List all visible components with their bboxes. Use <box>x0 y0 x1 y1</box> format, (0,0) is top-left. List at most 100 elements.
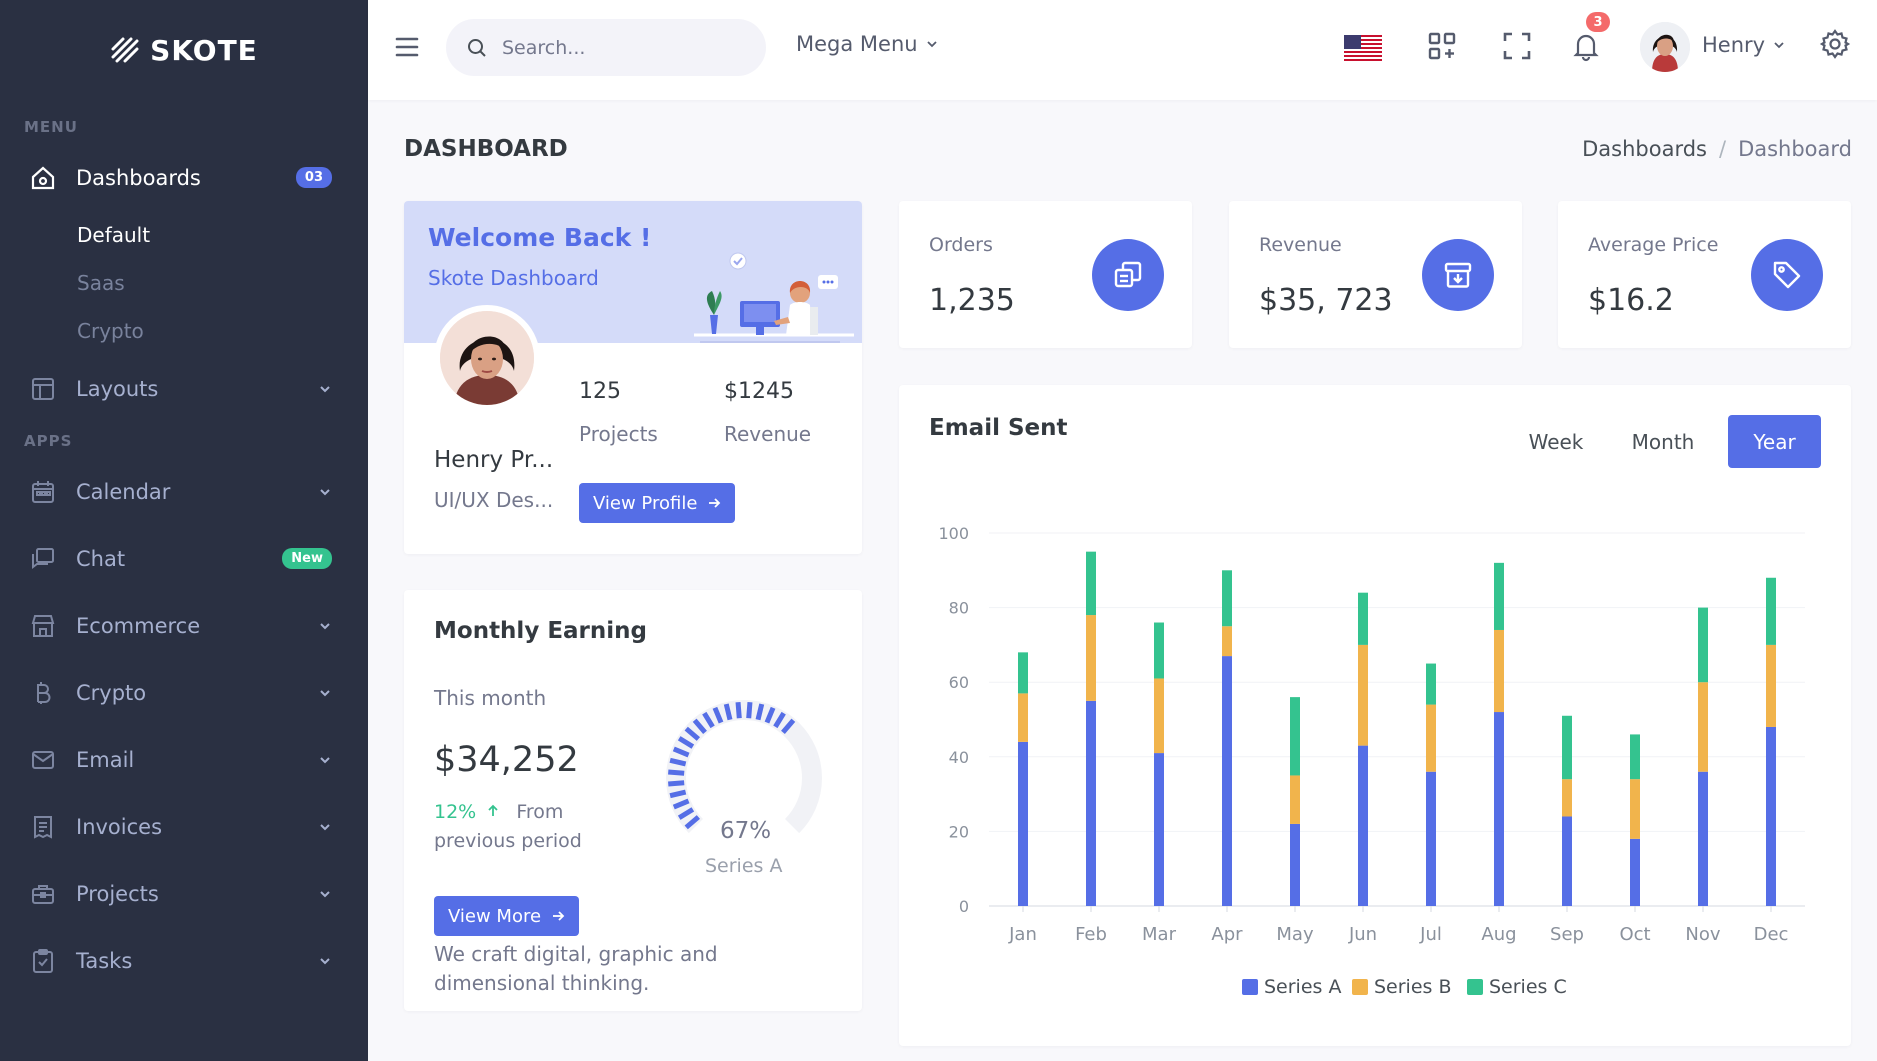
bar-series-b-dec[interactable] <box>1766 644 1776 727</box>
bar-series-c-sep[interactable] <box>1562 715 1572 780</box>
view-profile-button[interactable]: View Profile <box>579 483 736 523</box>
revenue-card-value: $35, 723 <box>1259 283 1393 318</box>
bar-series-a-sep[interactable] <box>1562 816 1572 906</box>
sidebar-item-crypto[interactable]: Crypto <box>0 659 368 726</box>
bar-series-c-feb[interactable] <box>1086 551 1096 616</box>
bar-series-c-oct[interactable] <box>1630 734 1640 780</box>
apps-grid-icon[interactable] <box>1426 30 1458 62</box>
bar-series-a-dec[interactable] <box>1766 726 1776 906</box>
bar-series-c-aug[interactable] <box>1494 562 1504 630</box>
bar-series-b-aug[interactable] <box>1494 629 1504 713</box>
gauge-tick <box>723 703 733 721</box>
fullscreen-icon[interactable] <box>1501 30 1533 62</box>
bar-series-c-dec[interactable] <box>1766 577 1776 645</box>
sidebar-item-tasks[interactable]: Tasks <box>0 927 368 994</box>
workspace-illustration-icon <box>694 252 854 343</box>
breadcrumb-separator: / <box>1718 137 1727 161</box>
y-tick-label: 20 <box>949 822 969 841</box>
x-tick-label: May <box>1276 924 1314 945</box>
bar-series-b-jan[interactable] <box>1018 693 1028 742</box>
bar-series-b-feb[interactable] <box>1086 615 1096 701</box>
clipboard-check-icon <box>33 948 53 973</box>
change-text: From previous period <box>434 801 582 852</box>
welcome-subtitle: Skote Dashboard <box>428 266 599 290</box>
profile-role: UI/UX Des... <box>434 488 554 512</box>
gear-icon[interactable] <box>1819 28 1851 60</box>
bar-series-c-jun[interactable] <box>1358 592 1368 645</box>
sidebar-subitem-default[interactable]: Default <box>77 223 151 247</box>
gauge-tick <box>712 706 724 724</box>
revenue-label: Revenue <box>724 422 812 446</box>
search-input[interactable] <box>502 36 742 59</box>
bar-series-b-jul[interactable] <box>1426 704 1436 772</box>
sidebar-item-calendar[interactable]: Calendar <box>0 458 368 525</box>
bar-series-c-apr[interactable] <box>1222 570 1232 627</box>
hamburger-menu-icon[interactable] <box>394 34 420 60</box>
profile-avatar <box>434 305 540 411</box>
sidebar-item-label: Invoices <box>76 814 163 839</box>
calendar-icon <box>32 480 54 503</box>
toggle-month[interactable]: Month <box>1631 429 1695 454</box>
gauge-tick <box>669 789 687 799</box>
y-tick-label: 40 <box>949 748 969 767</box>
legend-label[interactable]: Series C <box>1489 976 1567 998</box>
sidebar-item-layouts[interactable]: Layouts <box>0 355 368 422</box>
toggle-year[interactable]: Year <box>1728 415 1821 468</box>
bar-series-b-apr[interactable] <box>1222 626 1232 657</box>
chevron-down-icon <box>320 957 330 964</box>
bar-series-c-nov[interactable] <box>1698 607 1708 683</box>
sidebar-item-chat[interactable]: Chat New <box>0 525 368 592</box>
email-sent-card: Email Sent Week Month Year 0 20 40 60 80 100 J… <box>899 385 1851 1046</box>
welcome-card: Welcome Back ! Skote Dashboard <box>404 201 862 554</box>
sidebar-item-dashboards[interactable]: Dashboards 03 <box>0 144 368 211</box>
bar-series-a-may[interactable] <box>1290 823 1300 906</box>
bar-series-a-mar[interactable] <box>1154 753 1164 906</box>
bar-series-a-feb[interactable] <box>1086 700 1096 906</box>
legend-swatch <box>1352 979 1368 995</box>
user-menu-dropdown[interactable]: Henry <box>1702 33 1785 57</box>
bar-series-b-sep[interactable] <box>1562 779 1572 817</box>
gauge-track <box>666 700 822 834</box>
bar-series-a-jun[interactable] <box>1358 745 1368 906</box>
bar-series-c-jan[interactable] <box>1018 652 1028 694</box>
gauge-tick <box>684 726 700 741</box>
bar-series-a-jan[interactable] <box>1018 741 1028 906</box>
menu-section-title: MENU <box>24 118 78 136</box>
breadcrumb-link-dashboards[interactable]: Dashboards <box>1582 137 1707 161</box>
sidebar-item-ecommerce[interactable]: Ecommerce <box>0 592 368 659</box>
bar-series-a-aug[interactable] <box>1494 712 1504 906</box>
sidebar-item-email[interactable]: Email <box>0 726 368 793</box>
orders-label: Orders <box>929 234 993 256</box>
archive-in-icon <box>1444 262 1472 288</box>
sidebar-subitem-crypto[interactable]: Crypto <box>77 319 144 343</box>
brand-logo[interactable]: SKOTE <box>0 0 368 100</box>
x-tick-label: Aug <box>1481 924 1516 945</box>
legend-label[interactable]: Series B <box>1374 976 1452 998</box>
toggle-week[interactable]: Week <box>1528 429 1584 454</box>
mega-menu-dropdown[interactable]: Mega Menu <box>796 32 938 56</box>
chevron-down-icon <box>320 689 330 696</box>
bar-series-b-oct[interactable] <box>1630 779 1640 839</box>
bar-series-a-jul[interactable] <box>1426 771 1436 906</box>
x-tick-label: Feb <box>1075 924 1107 945</box>
bell-icon[interactable] <box>1570 30 1602 62</box>
user-avatar[interactable] <box>1640 22 1690 72</box>
bar-series-a-apr[interactable] <box>1222 656 1232 906</box>
bar-series-c-mar[interactable] <box>1154 622 1164 679</box>
sidebar-item-projects[interactable]: Projects <box>0 860 368 927</box>
legend-label[interactable]: Series A <box>1264 976 1341 998</box>
bar-series-b-may[interactable] <box>1290 775 1300 824</box>
this-month-label: This month <box>434 686 547 710</box>
sidebar-item-invoices[interactable]: Invoices <box>0 793 368 860</box>
bar-series-a-nov[interactable] <box>1698 771 1708 906</box>
bar-series-a-oct[interactable] <box>1630 838 1640 906</box>
view-more-button[interactable]: View More <box>434 896 580 936</box>
sidebar-subitem-saas[interactable]: Saas <box>77 271 125 295</box>
bar-series-c-jul[interactable] <box>1426 663 1436 705</box>
bar-series-b-mar[interactable] <box>1154 678 1164 754</box>
bar-series-b-nov[interactable] <box>1698 682 1708 772</box>
bar-series-c-may[interactable] <box>1290 697 1300 776</box>
earning-change: 12% From previous period <box>434 798 634 856</box>
us-flag-icon[interactable] <box>1344 35 1382 61</box>
bar-series-b-jun[interactable] <box>1358 644 1368 746</box>
